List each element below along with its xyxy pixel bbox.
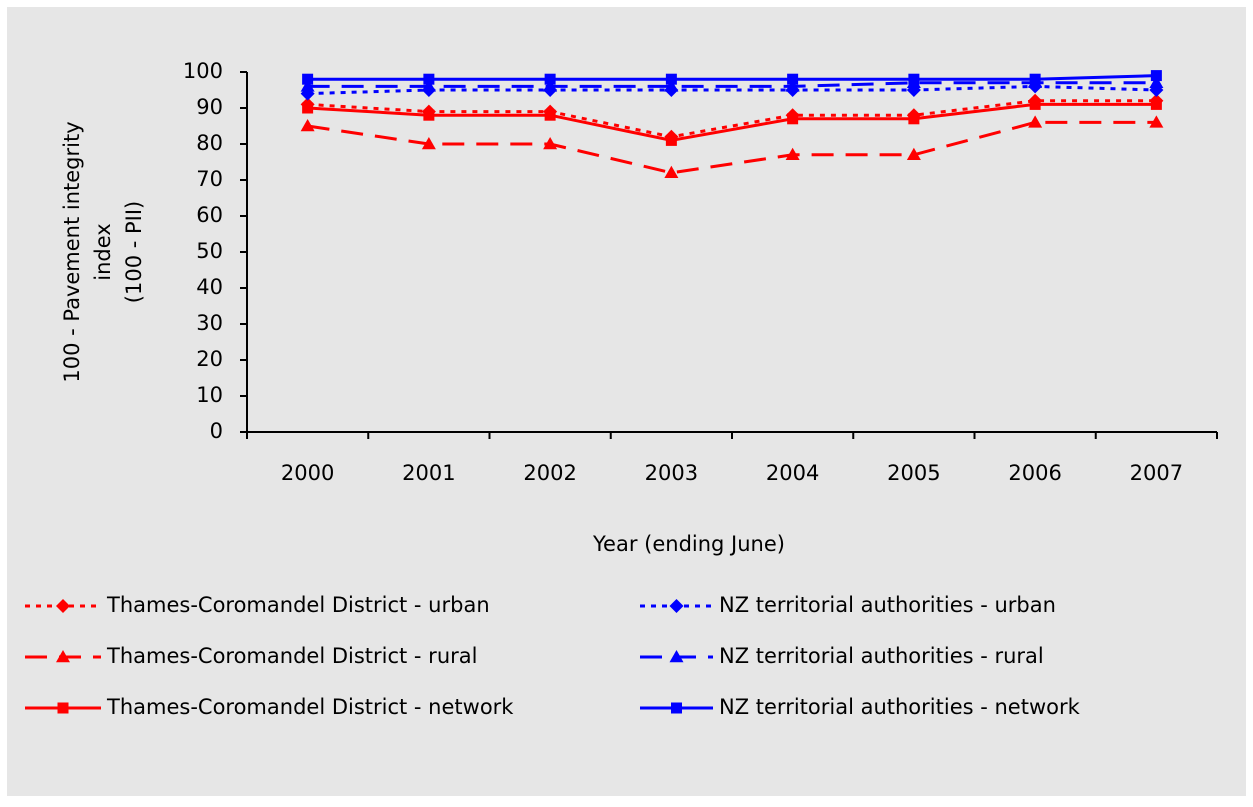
data-point [665,73,677,85]
data-point [421,79,436,92]
legend-marker [669,650,684,663]
series-line [307,84,1157,96]
y-tick-label: 40 [196,275,223,299]
data-point [785,79,800,92]
data-point [300,79,315,92]
data-point [664,165,679,179]
legend-marker [56,599,70,613]
x-axis-label: Year (ending June) [592,532,785,556]
data-point [302,102,314,114]
data-point [906,147,921,161]
data-point [1029,98,1041,110]
y-tick-label: 20 [196,347,223,371]
data-point [908,73,920,85]
legend-label: Thames-Coromandel District - urban [106,593,490,617]
data-point [423,109,435,121]
data-point [300,119,315,132]
legend-marker [671,702,682,714]
y-tick-label: 0 [210,419,223,443]
data-point [1150,98,1162,110]
legend-label: NZ territorial authorities - rural [719,644,1044,668]
legend-label: NZ territorial authorities - network [719,695,1081,719]
data-point [908,113,920,125]
y-tick-label: 70 [196,167,223,191]
data-point [543,79,558,92]
x-tick-label: 2002 [523,461,576,485]
legend-label: NZ territorial authorities - urban [719,593,1056,617]
x-tick-label: 2004 [766,461,819,485]
legend-label: Thames-Coromandel District - network [106,695,514,719]
x-tick-label: 2005 [887,461,940,485]
data-point [421,137,436,150]
series-line [307,74,1157,81]
data-point [544,109,556,121]
chart-background [7,7,1246,796]
series-line [307,120,1157,175]
data-point [544,73,556,85]
data-point [1150,70,1162,82]
data-point [1149,115,1164,128]
data-point [787,113,799,125]
data-point [1028,115,1043,128]
data-point [543,137,558,150]
data-point [785,147,800,161]
data-point [423,73,435,85]
y-tick-label: 80 [196,131,223,155]
data-point [665,134,677,146]
series-line [307,102,1157,142]
y-tick-label: 50 [196,239,223,263]
y-axis-label: index [91,223,115,280]
x-tick-label: 2003 [645,461,698,485]
y-tick-label: 60 [196,203,223,227]
x-tick-label: 2001 [402,461,455,485]
y-tick-label: 10 [196,383,223,407]
data-point [787,73,799,85]
data-point [1029,73,1041,85]
y-axis-label-group: 100 - Pavement integrity index (100 - PII) [60,121,146,382]
x-tick-label: 2006 [1008,461,1061,485]
legend-marker [56,650,70,663]
legend-label: Thames-Coromandel District - rural [106,644,477,668]
y-tick-label: 100 [183,59,223,83]
legend-marker [669,599,684,613]
y-tick-label: 30 [196,311,223,335]
series-line [307,81,1157,88]
x-tick-label: 2000 [281,461,334,485]
x-tick-label: 2007 [1130,461,1183,485]
legend-marker [57,702,69,714]
y-tick-label: 90 [196,95,223,119]
data-point [302,73,314,85]
y-axis-label: 100 - Pavement integrity [60,121,84,382]
y-axis-label: (100 - PII) [122,201,146,303]
data-point [664,79,679,92]
data-point [1149,75,1164,89]
